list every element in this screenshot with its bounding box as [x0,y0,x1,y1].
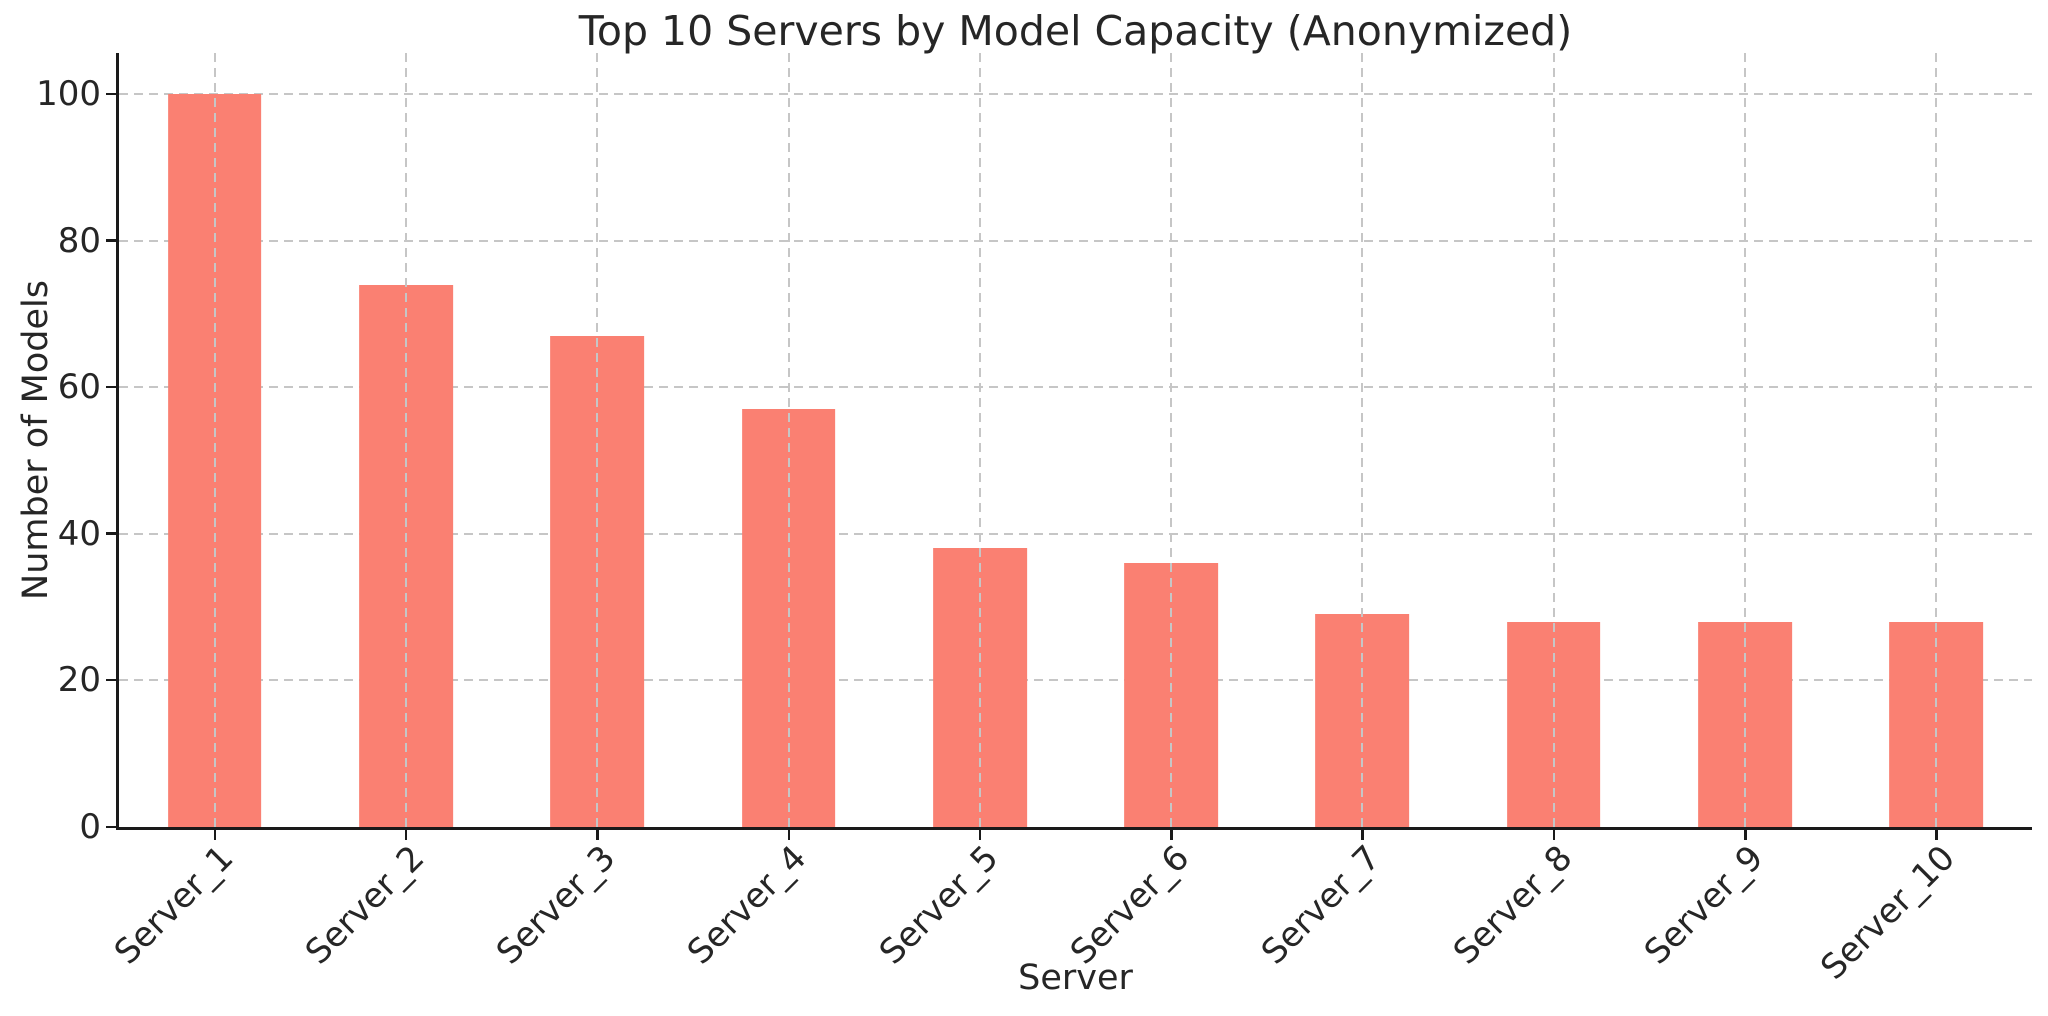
x-gridline [787,53,790,827]
y-tick-mark [106,825,119,828]
x-gridline [1170,53,1173,827]
x-tick-mark [978,827,982,840]
x-tick-mark [1935,827,1938,840]
x-gridline [213,53,216,827]
x-gridline [1361,53,1364,827]
y-tick-label: 20 [57,660,101,701]
x-tick-label: Server_9 [1636,837,1772,973]
x-tick-label: Server_2 [297,837,433,973]
x-tick-mark [1744,827,1747,840]
y-axis-label: Number of Models [16,280,56,600]
x-tick-mark [1170,827,1173,840]
y-tick-label: 100 [36,74,101,115]
x-gridline [978,53,981,827]
x-gridline [596,53,599,827]
x-tick-mark [596,827,599,840]
y-tick-mark [106,239,119,242]
x-gridline [1935,53,1938,827]
x-tick-label: Server_5 [871,837,1007,973]
x-gridline [1552,53,1555,827]
y-tick-mark [106,92,119,96]
y-tick-label: 40 [57,513,101,554]
y-axis-spine [116,53,119,830]
x-tick-mark [1552,827,1556,840]
x-axis-spine [116,827,2032,830]
y-gridline [119,532,2032,535]
x-tick-mark [213,827,217,840]
x-tick-mark [1361,827,1364,840]
y-tick-label: 60 [57,367,101,408]
x-tick-label: Server_3 [488,837,624,973]
x-tick-label: Server_4 [680,837,815,973]
y-gridline [119,386,2032,389]
x-tick-mark [787,827,791,840]
y-gridline [119,679,2032,682]
x-axis-label: Server [1018,958,1133,998]
x-gridline [404,53,407,827]
y-gridline [119,239,2032,242]
chart-title: Top 10 Servers by Model Capacity (Anonym… [578,7,1573,55]
x-tick-label: Server_7 [1254,837,1389,973]
x-tick-label: Server_6 [1062,837,1198,973]
x-tick-label: Server_8 [1445,837,1580,973]
x-tick-label: Server_1 [106,837,241,973]
y-gridline [119,93,2032,96]
y-tick-mark [106,678,119,682]
y-tick-mark [106,532,119,535]
x-tick-mark [404,827,408,840]
y-tick-label: 80 [57,220,101,261]
y-tick-mark [106,385,119,389]
plot-area: 0 20 40 60 80 100 Server_1 Server_2 Server_3 Serv… [36,53,2032,988]
y-tick-label: 0 [79,807,101,847]
x-gridline [1744,53,1747,827]
